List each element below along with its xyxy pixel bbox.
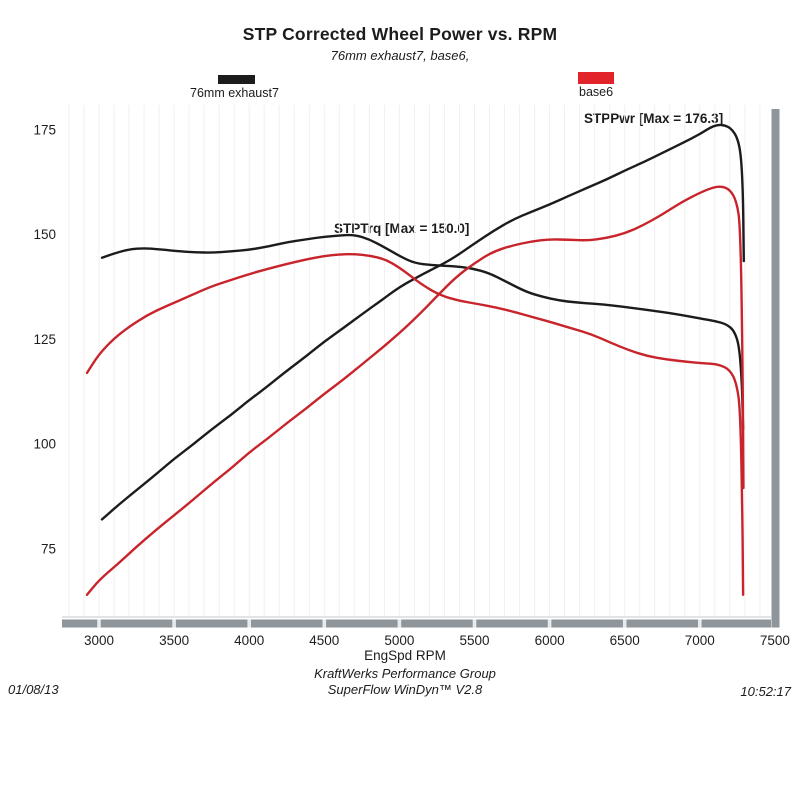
x-tick-label: 7500	[760, 633, 790, 648]
x-axis-bar-gap	[622, 619, 627, 628]
x-axis-bar	[62, 619, 771, 628]
x-tick-label: 6500	[610, 633, 640, 648]
y-axis-bar	[771, 109, 780, 628]
legend-swatch-76mm-exhaust7	[218, 75, 255, 84]
legend-label-76mm-exhaust7: 76mm exhaust7	[190, 86, 279, 100]
footer-time: 10:52:17	[740, 684, 791, 699]
x-tick-label: 6000	[535, 633, 565, 648]
x-tick-label: 4000	[234, 633, 264, 648]
series-base6-stptrq	[85, 252, 745, 596]
chart-title: STP Corrected Wheel Power vs. RPM	[242, 24, 558, 44]
x-axis-bar-gap	[472, 619, 477, 628]
x-axis-bar-gap	[172, 619, 176, 628]
y-tick-label: 100	[33, 437, 56, 452]
x-tick-label: 7000	[685, 633, 715, 648]
series-76mm-exhaust7-stptrq	[100, 233, 745, 431]
x-tick-label: 3500	[159, 633, 189, 648]
x-axis-bar-gap	[322, 619, 327, 628]
x-axis-bar-gap	[698, 619, 702, 628]
x-axis-title: EngSpd RPM	[364, 648, 446, 663]
y-tick-label: 75	[41, 541, 56, 556]
legend-label-base6: base6	[579, 85, 614, 99]
x-axis-bar-gap	[97, 619, 101, 628]
annotation-stppwr-max: STPPwr [Max = 176.3]	[584, 111, 724, 126]
annotation-stptrq-max: STPTrq [Max = 150.0]	[334, 221, 470, 236]
footer-software-version: SuperFlow WinDyn™ V2.8	[327, 682, 483, 697]
y-tick-label: 125	[33, 332, 56, 347]
x-tick-label: 5500	[459, 633, 489, 648]
series-base6-stppwr	[85, 185, 745, 596]
footer-date: 01/08/13	[8, 682, 59, 697]
x-tick-label: 3000	[84, 633, 114, 648]
y-tick-label: 150	[33, 227, 56, 242]
x-tick-label: 5000	[384, 633, 414, 648]
legend-swatch-base6	[578, 72, 614, 84]
x-axis-bar-gap	[247, 619, 251, 628]
y-tick-label: 175	[33, 123, 56, 138]
x-axis-bar-gap	[547, 619, 552, 628]
series-76mm-exhaust7-stppwr	[100, 123, 745, 521]
x-tick-label: 4500	[309, 633, 339, 648]
chart-subtitle: 76mm exhaust7, base6,	[330, 48, 470, 63]
footer-organization: KraftWerks Performance Group	[314, 666, 496, 681]
x-axis-bar-gap	[397, 619, 402, 628]
